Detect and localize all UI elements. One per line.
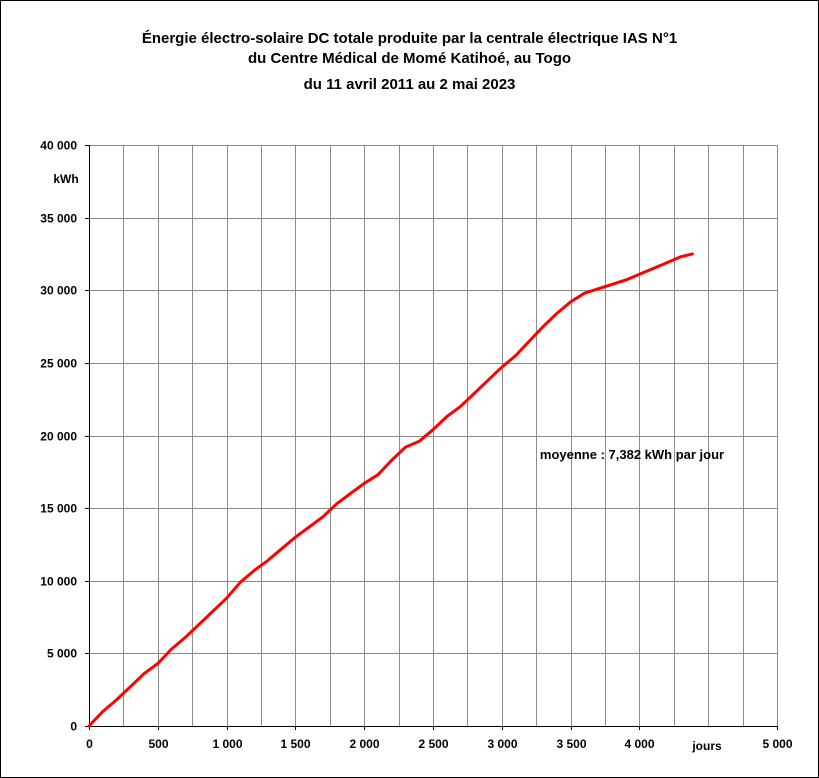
x-tick-label: 3 000 [487,737,517,751]
y-tick-label: 15 000 [40,502,77,516]
x-axis-label: jours [691,739,722,753]
x-tick-label: 5 000 [762,737,792,751]
series-group [87,252,694,728]
x-tick-label: 1 500 [280,737,310,751]
y-tick-label: 25 000 [40,357,77,371]
y-axis-ticks: 0 5 000 10 000 15 000 20 000 25 000 30 000 35 0… [40,139,89,734]
y-tick-label: 5 000 [47,647,77,661]
x-tick-label: 3 500 [556,737,586,751]
y-tick-label: 35 000 [40,212,77,226]
x-tick-label: 2 000 [349,737,379,751]
chart-title-line-1: Énergie électro-solaire DC totale produi… [141,30,678,47]
energy-series-line [87,252,694,728]
y-tick-label: 40 000 [40,139,77,153]
x-axis-ticks: 0 500 1 000 1 500 2 000 2 500 3 000 3 500 4 000 5… [86,726,793,751]
x-tick-label: 4 000 [624,737,654,751]
x-tick-label: 0 [86,737,93,751]
chart-title-line-3: du 11 avril 2011 au 2 mai 2023 [303,76,516,93]
y-tick-label: 10 000 [40,575,77,589]
x-tick-label: 2 500 [418,737,448,751]
average-annotation: moyenne : 7,382 kWh par jour [540,447,724,462]
y-axis-label: kWh [53,172,78,186]
y-tick-label: 0 [70,720,77,734]
chart-title-line-2: du Centre Médical de Momé Katihoé, au To… [247,50,572,67]
y-tick-label: 20 000 [40,430,77,444]
x-tick-label: 1 000 [212,737,242,751]
grid-lines [89,145,778,727]
x-tick-label: 500 [148,737,168,751]
y-tick-label: 30 000 [40,284,77,298]
